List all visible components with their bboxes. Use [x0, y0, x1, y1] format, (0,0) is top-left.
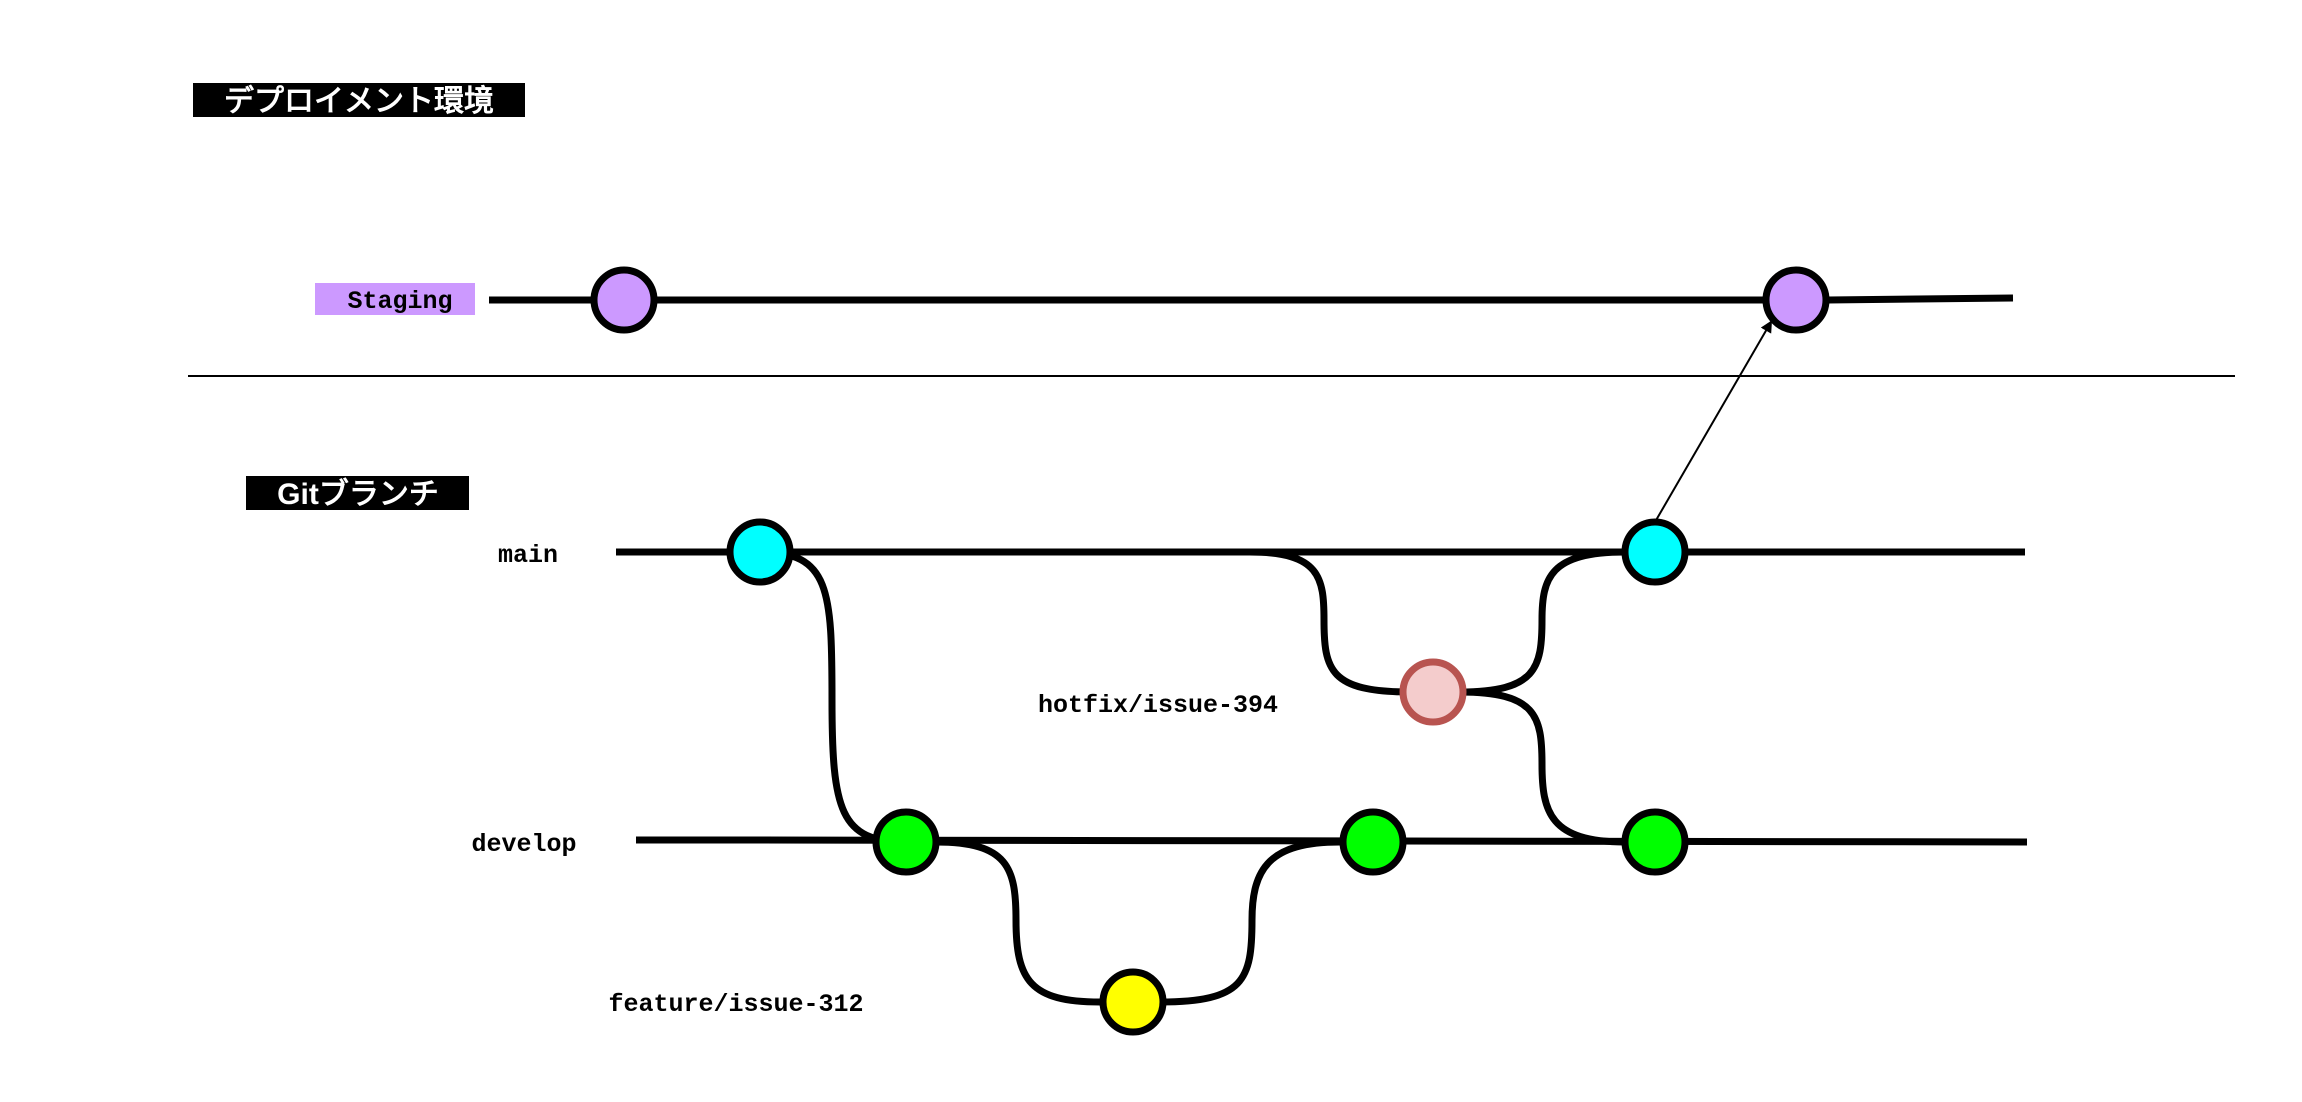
develop-branch-label: develop — [471, 830, 576, 859]
develop-commit-1 — [872, 808, 940, 876]
hotfix-fork-connector — [1249, 548, 1411, 696]
staging-label: Staging — [347, 287, 452, 316]
main-commit-1 — [726, 518, 794, 586]
git-title-background — [246, 476, 469, 510]
develop-commit-3 — [1621, 808, 1689, 876]
staging-environment: Staging — [315, 266, 2014, 334]
main-branch-label: main — [498, 541, 558, 570]
staging-label-background — [315, 283, 475, 315]
feature-commit — [1099, 968, 1167, 1036]
deployment-title: デプロイメント環境 — [224, 84, 494, 118]
staging-commit-1 — [590, 266, 658, 334]
develop-commit-2 — [1339, 808, 1407, 876]
feature-merge-connector — [1159, 838, 1341, 1006]
hotfix-branch-label: hotfix/issue-394 — [1038, 691, 1278, 720]
hotfix-commit — [1399, 658, 1467, 726]
deployment-title-background — [193, 83, 525, 117]
main-to-develop-connector — [759, 548, 907, 846]
git-title: Gitブランチ — [277, 477, 439, 511]
feature-fork-connector — [935, 838, 1101, 1006]
deploy-arrow — [1654, 320, 1773, 523]
main-commit-2 — [1621, 518, 1689, 586]
staging-commit-2 — [1762, 266, 1830, 334]
hotfix-to-develop-connector — [1459, 688, 1626, 846]
hotfix-to-main-connector — [1459, 548, 1626, 696]
deployment-section-header: デプロイメント環境 — [193, 83, 525, 118]
feature-branch-label: feature/issue-312 — [608, 990, 863, 1019]
git-section-header: Gitブランチ — [246, 476, 469, 511]
